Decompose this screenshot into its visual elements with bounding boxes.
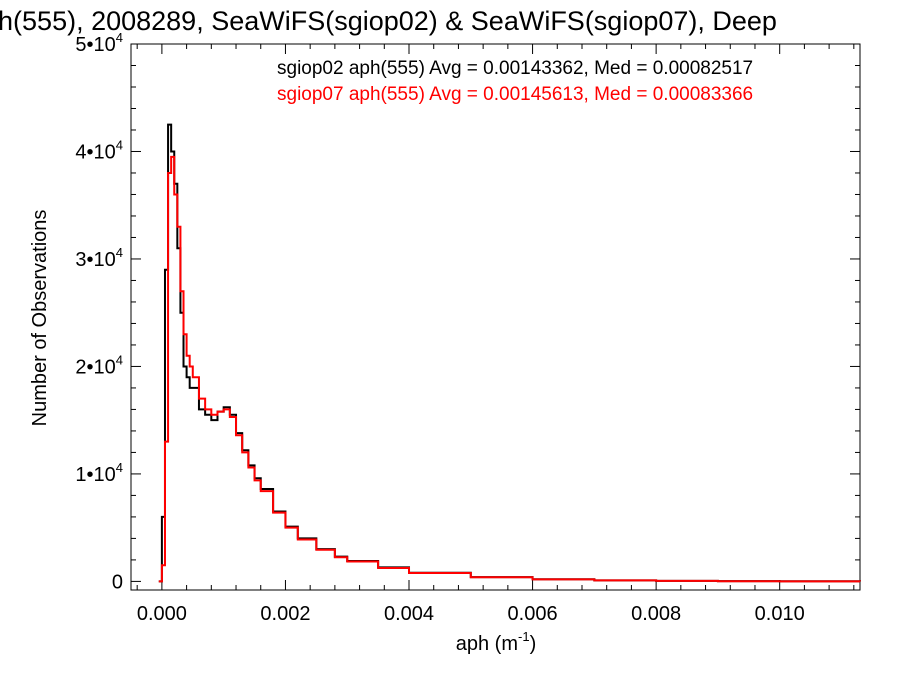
y-tick-label: 3•104 — [75, 245, 123, 271]
x-tick-label: 0.002 — [260, 603, 310, 625]
y-axis-ticks: 0 1•104 2•104 3•104 4•104 5•104 — [75, 30, 860, 593]
x-tick-label: 0.004 — [384, 603, 434, 625]
y-tick-label: 0 — [112, 571, 123, 593]
legend-entry-sgiop07: sgiop07 aph(555) Avg = 0.00145613, Med =… — [277, 84, 753, 105]
x-axis-ticks: 0.000 0.002 0.004 0.006 0.008 0.010 — [136, 44, 855, 625]
x-tick-label: 0.008 — [631, 603, 681, 625]
y-tick-label: 5•104 — [75, 30, 123, 56]
series-lines — [158, 123, 861, 583]
series-sgiop07-line — [158, 155, 861, 583]
legend-entry-sgiop02: sgiop02 aph(555) Avg = 0.00143362, Med =… — [277, 58, 753, 79]
x-axis-label: aph (m-1) — [456, 629, 536, 655]
series-sgiop02-line — [158, 123, 861, 583]
x-tick-label: 0.010 — [755, 603, 805, 625]
x-tick-label: 0.000 — [137, 603, 187, 625]
y-tick-label: 2•104 — [75, 352, 123, 378]
chart-title: aph(555), 2008289, SeaWiFS(sgiop02) & Se… — [0, 6, 777, 36]
plot-frame — [130, 43, 861, 591]
y-axis-label: Number of Observations — [29, 210, 51, 427]
y-tick-label: 1•104 — [75, 460, 123, 486]
y-tick-label: 4•104 — [75, 137, 123, 163]
x-tick-label: 0.006 — [508, 603, 558, 625]
